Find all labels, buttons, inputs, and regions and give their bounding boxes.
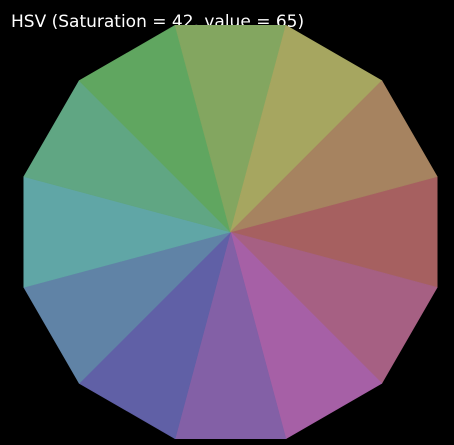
hue-slice-30 [230, 80, 438, 233]
